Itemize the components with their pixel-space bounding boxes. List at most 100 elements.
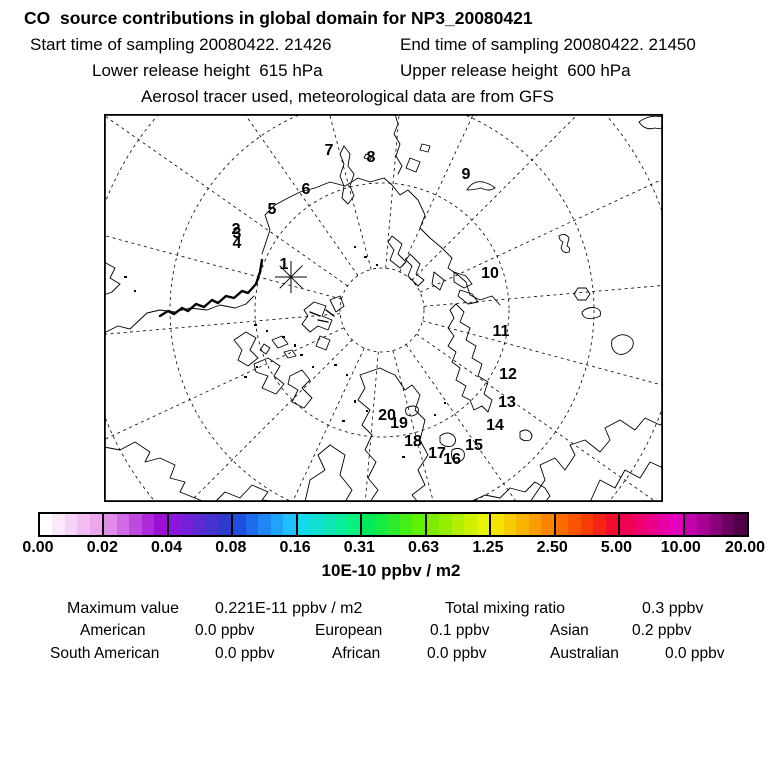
colorbar-cell <box>464 514 477 535</box>
colorbar-segment <box>362 514 427 535</box>
start-time-label: Start time of sampling 20080422. 21426 <box>30 35 332 54</box>
colorbar-cell <box>116 514 130 535</box>
colorbar-cell <box>181 514 194 535</box>
colorbar-cell <box>335 514 348 535</box>
colorbar-cell <box>605 514 619 535</box>
map-border <box>104 114 663 502</box>
colorbar-segment <box>168 514 234 535</box>
colorbar-segment <box>684 514 747 535</box>
stat-item: European <box>315 622 383 639</box>
colorbar-cell <box>451 514 465 535</box>
colorbar-cell <box>632 514 646 535</box>
colorbar-cell <box>503 514 517 535</box>
colorbar-unit-label: 10E-10 ppbv / m2 <box>321 561 461 580</box>
colorbar-cell <box>568 514 581 535</box>
stat-item: South American <box>50 645 160 662</box>
colorbar-cell <box>89 514 103 535</box>
colorbar-tick-label: 0.02 <box>86 539 118 556</box>
colorbar-cell <box>141 514 155 535</box>
colorbar-cell <box>528 514 542 535</box>
tracer-note-label: Aerosol tracer used, meteorological data… <box>141 87 554 106</box>
colorbar-cell <box>399 514 413 535</box>
island-specks <box>124 246 446 458</box>
stat-item: 0.1 ppbv <box>430 622 490 639</box>
colorbar-cell <box>233 514 246 535</box>
colorbar-cell <box>245 514 259 535</box>
colorbar-cell <box>645 514 658 535</box>
colorbar-tick-label: 0.00 <box>22 539 54 556</box>
stat-item: Maximum value <box>67 600 180 617</box>
colorbar-segment <box>104 514 169 535</box>
source-star-icon <box>275 261 307 293</box>
colorbar-segment <box>233 514 298 535</box>
colorbar-cell <box>697 514 710 535</box>
colorbar-cell <box>77 514 90 535</box>
stat-item: Australian <box>550 645 619 662</box>
colorbar-cell <box>104 514 117 535</box>
coastlines <box>104 114 663 502</box>
plot-title: CO source contributions in global domain… <box>24 8 533 28</box>
stat-item: 0.0 ppbv <box>427 645 487 662</box>
colorbar-tick-label: 0.04 <box>150 539 183 556</box>
colorbar-cell <box>734 514 747 535</box>
colorbar-cell <box>206 514 219 535</box>
colorbar-cell <box>670 514 683 535</box>
colorbar-cell <box>593 514 606 535</box>
colorbar-tick-label: 0.16 <box>279 539 311 556</box>
colorbar-segment <box>426 514 492 535</box>
stat-item: American <box>80 622 146 639</box>
colorbar-cell <box>476 514 490 535</box>
colorbar-segment <box>297 514 363 535</box>
stat-item: 0.221E-11 ppbv / m2 <box>215 600 363 617</box>
colorbar-cell <box>347 514 361 535</box>
stat-item: African <box>332 645 381 662</box>
colorbar-cell <box>270 514 284 535</box>
colorbar-cell <box>297 514 311 535</box>
colorbar <box>38 512 749 537</box>
colorbar-segment <box>40 514 105 535</box>
map-canvas <box>104 114 663 502</box>
stat-item: 0.3 ppbv <box>642 600 704 617</box>
end-time-label: End time of sampling 20080422. 21450 <box>400 35 696 54</box>
colorbar-cell <box>709 514 722 535</box>
colorbar-cell <box>620 514 633 535</box>
colorbar-cell <box>555 514 569 535</box>
colorbar-tick-label: 2.50 <box>536 539 568 556</box>
colorbar-cell <box>412 514 425 535</box>
colorbar-cell <box>684 514 698 535</box>
colorbar-cell <box>721 514 735 535</box>
colorbar-tick-label: 0.63 <box>408 539 440 556</box>
colorbar-tick-label: 0.31 <box>343 539 375 556</box>
colorbar-cell <box>657 514 671 535</box>
stat-item: Total mixing ratio <box>445 600 566 617</box>
stat-item: 0.0 ppbv <box>215 645 275 662</box>
colorbar-cell <box>129 514 142 535</box>
colorbar-cell <box>193 514 207 535</box>
colorbar-cell <box>362 514 375 535</box>
stat-item: 0.0 ppbv <box>665 645 725 662</box>
polar-map: 1 2 3 4 5 6 7 8 9 10 11 12 13 14 15 16 17 18 19 20 <box>104 114 663 502</box>
colorbar-tick-label: 5.00 <box>600 539 633 556</box>
colorbar-cell <box>258 514 271 535</box>
colorbar-cell <box>40 514 53 535</box>
colorbar-segment <box>620 514 685 535</box>
colorbar-cell <box>580 514 594 535</box>
colorbar-cell <box>154 514 167 535</box>
graticule-grid <box>104 114 663 502</box>
colorbar-tick-label: 10.00 <box>660 539 701 556</box>
colorbar-tick-label: 1.25 <box>472 539 504 556</box>
colorbar-cell <box>374 514 388 535</box>
colorbar-cell <box>491 514 504 535</box>
colorbar-tick-label: 20.00 <box>724 539 766 556</box>
colorbar-cell <box>426 514 440 535</box>
colorbar-segment <box>491 514 556 535</box>
colorbar-cell <box>541 514 554 535</box>
colorbar-cell <box>387 514 400 535</box>
stat-item: 0.2 ppbv <box>632 622 692 639</box>
lower-release-label: Lower release height 615 hPa <box>92 61 323 80</box>
stat-item: 0.0 ppbv <box>195 622 255 639</box>
stat-item: Asian <box>550 622 589 639</box>
colorbar-cell <box>168 514 182 535</box>
colorbar-cell <box>439 514 452 535</box>
